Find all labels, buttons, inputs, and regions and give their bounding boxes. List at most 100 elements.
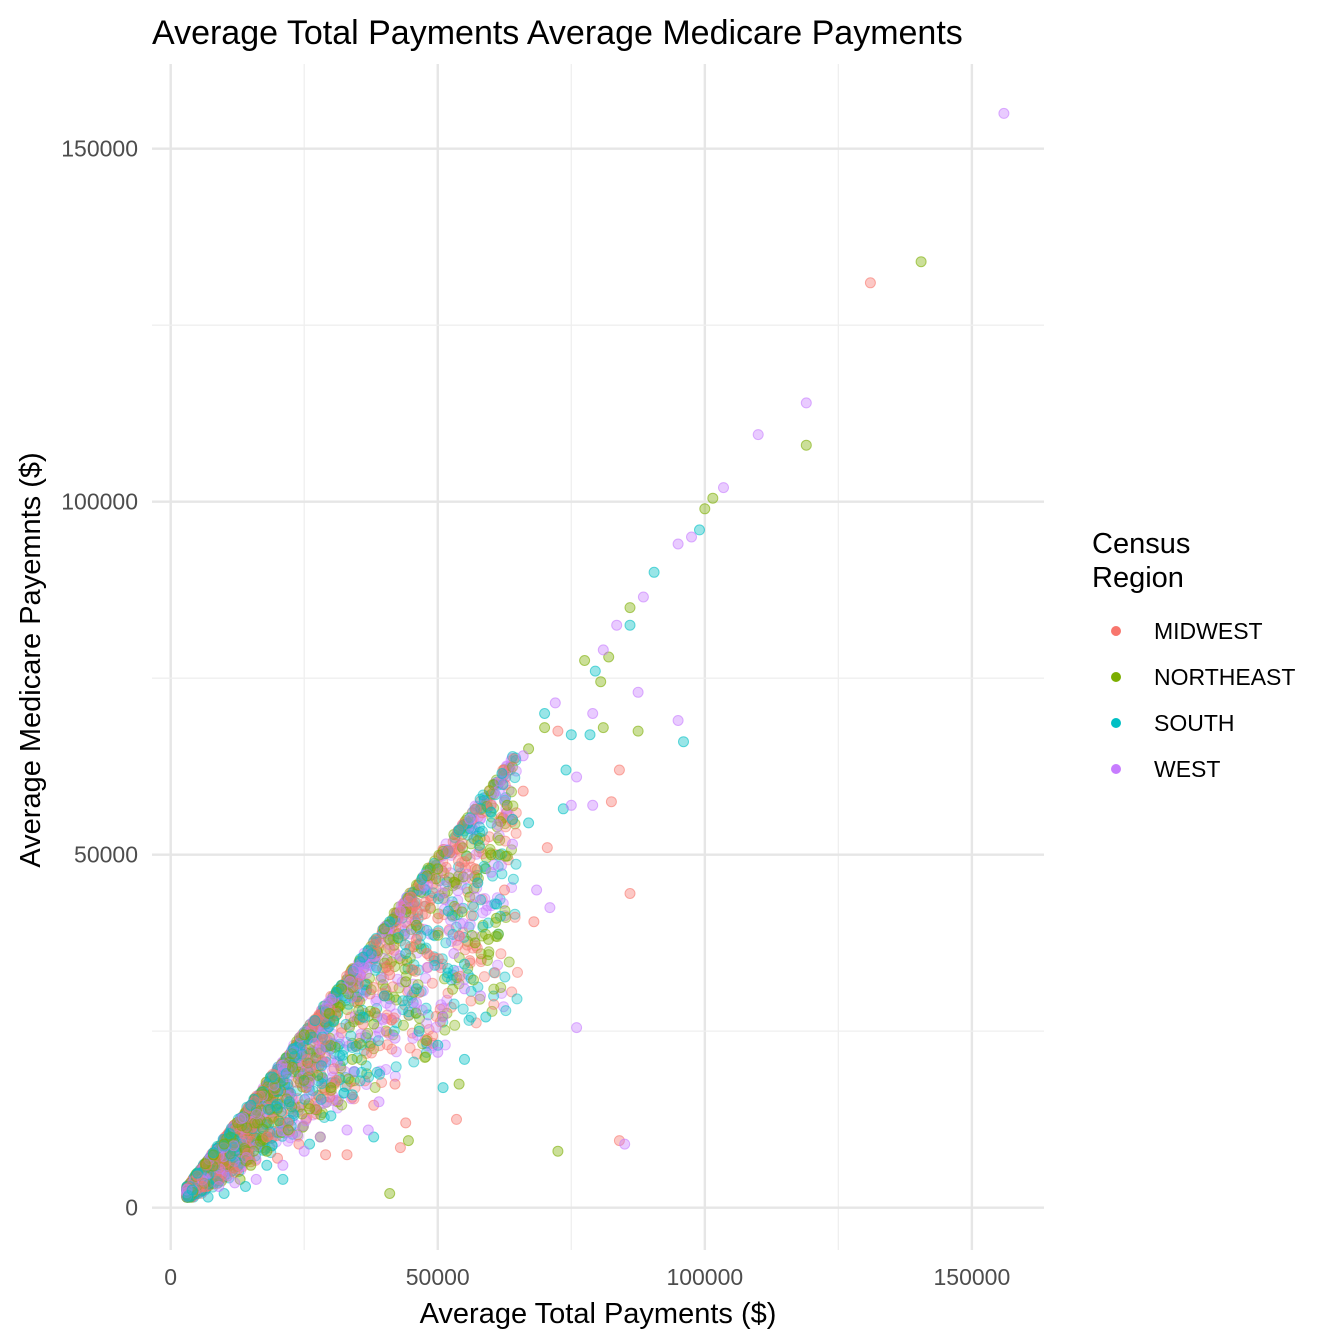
band-point: [364, 988, 376, 1000]
band-point: [457, 1003, 469, 1015]
data-point: [384, 969, 396, 981]
data-point: [523, 817, 535, 829]
band-point: [499, 971, 511, 983]
data-point: [579, 655, 591, 666]
data-point: [448, 948, 460, 959]
data-point: [352, 962, 364, 974]
data-point: [469, 863, 481, 875]
band-point: [404, 1042, 416, 1054]
data-point: [191, 1167, 203, 1179]
data-point: [421, 962, 433, 974]
band-point: [473, 821, 485, 833]
data-point: [571, 771, 583, 783]
band-point: [251, 1108, 263, 1120]
data-point: [485, 806, 497, 818]
band-point: [464, 918, 476, 930]
band-point: [439, 880, 451, 892]
band-point: [421, 1035, 433, 1047]
band-point: [495, 982, 507, 993]
data-point: [378, 990, 390, 1002]
band-point: [507, 873, 519, 885]
band-point: [355, 1028, 367, 1040]
data-point: [325, 1082, 337, 1094]
band-point: [225, 1150, 237, 1162]
data-point: [325, 1110, 337, 1122]
y-tick-label: 0: [125, 1195, 138, 1221]
data-point: [517, 785, 529, 797]
band-point: [503, 956, 515, 968]
data-point: [346, 1089, 358, 1101]
data-point: [394, 905, 406, 917]
band-point: [301, 1054, 313, 1065]
band-point: [235, 1113, 247, 1125]
data-point: [611, 619, 623, 631]
band-point: [454, 862, 466, 874]
data-point: [357, 1011, 369, 1023]
data-point: [245, 1159, 257, 1171]
data-point: [432, 912, 444, 924]
band-point: [356, 1066, 368, 1078]
x-tick-label: 50000: [406, 1264, 470, 1290]
data-point: [400, 976, 412, 988]
data-point: [261, 1145, 273, 1157]
data-point: [240, 1181, 251, 1192]
band-point: [389, 1070, 401, 1082]
data-point: [613, 764, 625, 776]
data-point: [459, 958, 470, 970]
band-point: [447, 836, 459, 848]
x-tick-label: 0: [164, 1264, 177, 1290]
data-point: [261, 1131, 273, 1143]
band-point: [304, 1063, 316, 1075]
band-point: [483, 785, 495, 797]
data-point: [531, 884, 543, 896]
legend-key: [1111, 626, 1121, 636]
data-point: [277, 1173, 289, 1185]
data-point: [402, 1135, 414, 1147]
band-point: [344, 1021, 355, 1033]
data-point: [565, 729, 577, 741]
band-point: [319, 1034, 331, 1045]
data-point: [597, 722, 609, 734]
data-point: [587, 799, 599, 811]
data-point: [400, 1117, 412, 1129]
band-point: [384, 934, 396, 946]
data-point: [410, 997, 422, 1009]
band-point: [492, 819, 503, 831]
dense-data-band: [181, 751, 523, 1203]
data-point: [437, 1082, 449, 1094]
band-point: [376, 1077, 388, 1088]
band-point: [440, 861, 452, 873]
data-point: [491, 898, 502, 910]
data-point: [277, 1159, 289, 1171]
band-point: [420, 1051, 432, 1063]
band-point: [511, 993, 523, 1005]
data-point: [384, 1188, 396, 1199]
band-point: [354, 1038, 366, 1049]
data-point: [202, 1191, 214, 1203]
x-tick-label: 100000: [666, 1264, 743, 1290]
data-point: [491, 912, 502, 924]
data-point: [485, 866, 497, 878]
data-point: [507, 838, 518, 850]
data-point: [453, 824, 465, 836]
data-point: [437, 1011, 449, 1023]
data-point: [624, 619, 636, 631]
band-point: [510, 827, 522, 839]
band-point: [512, 966, 523, 978]
data-point: [218, 1138, 230, 1150]
data-point: [207, 1147, 219, 1159]
data-point: [282, 1124, 294, 1136]
data-point: [266, 1071, 278, 1083]
data-point: [341, 1149, 353, 1161]
band-point: [273, 1115, 285, 1127]
data-point: [605, 796, 617, 808]
data-point: [459, 983, 470, 995]
band-point: [384, 943, 396, 955]
band-point: [452, 885, 464, 897]
legend-label: NORTHEAST: [1154, 664, 1295, 690]
band-point: [298, 1074, 310, 1086]
band-point: [199, 1158, 211, 1170]
data-point: [261, 1159, 273, 1171]
band-point: [468, 974, 479, 986]
data-point: [539, 708, 551, 719]
